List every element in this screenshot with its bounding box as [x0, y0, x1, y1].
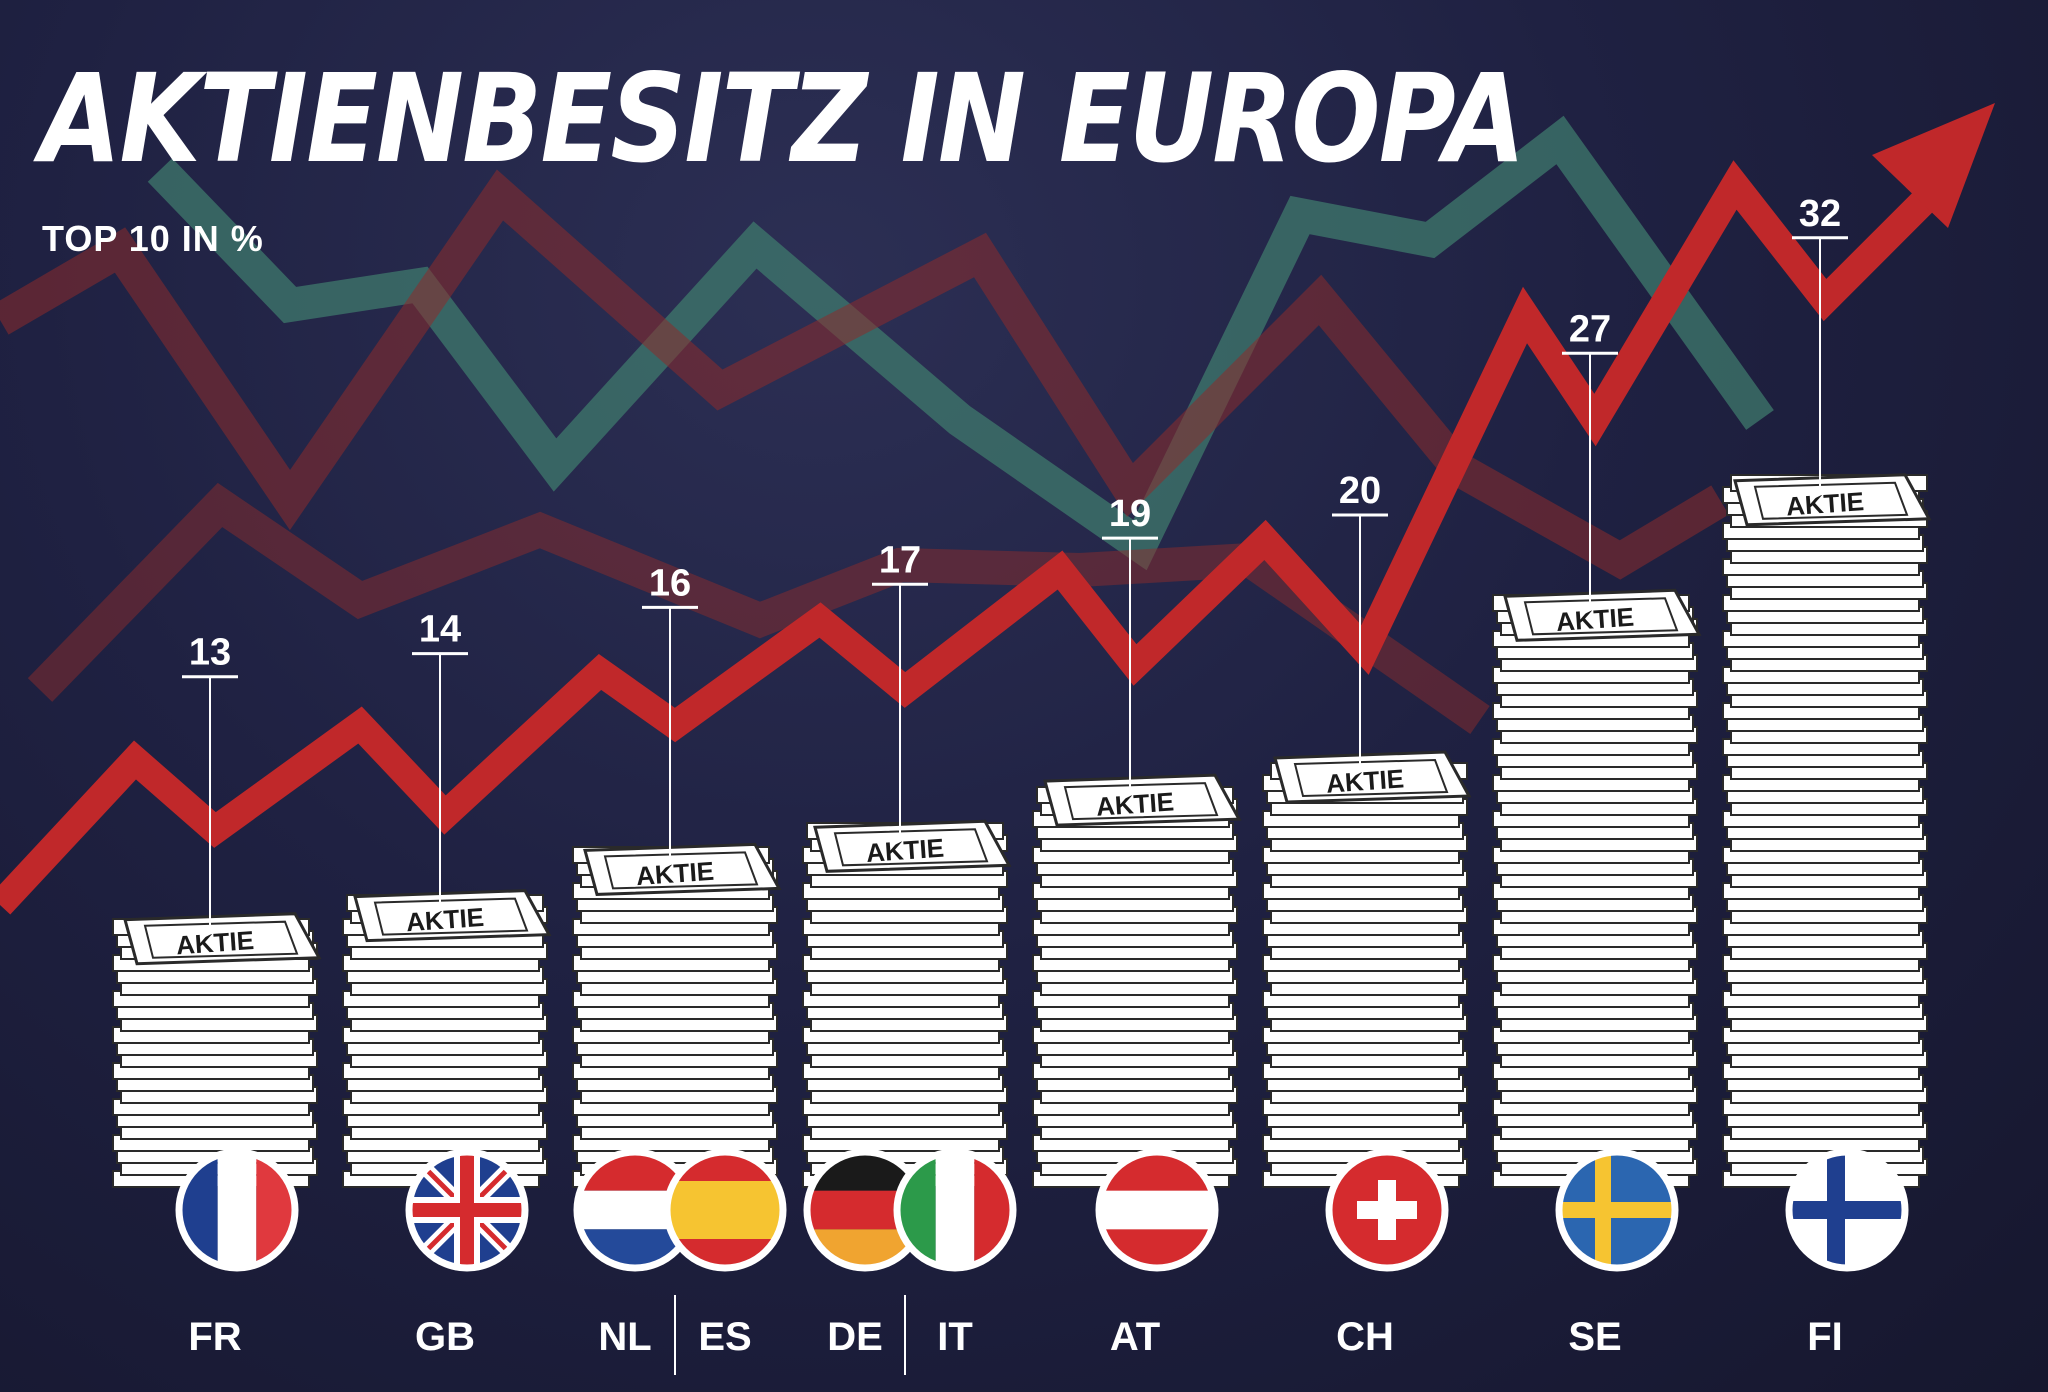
chart-subtitle: TOP 10 IN %	[42, 218, 264, 259]
bar-stack: AKTIE	[1262, 750, 1472, 1188]
category-label: ES	[698, 1315, 751, 1359]
category-label: NL	[598, 1315, 651, 1359]
category-label: FI	[1807, 1315, 1843, 1359]
france-flag-icon	[175, 1148, 299, 1272]
value-label: 19	[1109, 493, 1151, 535]
category-label: SE	[1568, 1315, 1621, 1359]
value-label: 32	[1799, 193, 1841, 235]
background-lines	[0, 115, 1774, 734]
value-label: 27	[1569, 308, 1611, 350]
label-layer: 13 14 16 17 19 20 27 32 FR GB NL ES DE IT AT CH SE FI	[182, 193, 1848, 1375]
category-label: IT	[937, 1315, 973, 1359]
background-line-3	[27, 482, 1490, 734]
trend-arrow-line	[0, 160, 1945, 915]
value-label: 20	[1339, 470, 1381, 512]
stack-label: AKTIE	[1555, 602, 1635, 637]
trend-arrow	[0, 103, 1995, 915]
category-label: FR	[188, 1315, 241, 1359]
bar-stack: AKTIE	[1722, 473, 1932, 1188]
bar-stack: AKTIE	[572, 842, 782, 1188]
value-label: 13	[189, 632, 231, 674]
flag-row	[175, 1148, 1909, 1272]
italy-flag-icon	[893, 1148, 1017, 1272]
category-label: GB	[415, 1315, 475, 1359]
value-label: 16	[649, 562, 691, 604]
chart-title: AKTIENBESITZ IN EUROPA	[40, 48, 1526, 190]
stack-label: AKTIE	[175, 925, 255, 960]
category-label: CH	[1336, 1315, 1394, 1359]
trend-arrow-head	[1872, 103, 1995, 228]
stack-label: AKTIE	[1785, 486, 1865, 521]
united-kingdom-flag-icon	[405, 1148, 529, 1272]
finland-flag-icon	[1785, 1148, 1909, 1272]
stack-label: AKTIE	[635, 856, 715, 891]
bar-stack: AKTIE	[1032, 773, 1242, 1188]
austria-flag-icon	[1095, 1148, 1219, 1272]
stack-label: AKTIE	[405, 902, 485, 937]
bar-stack: AKTIE	[342, 889, 552, 1188]
category-label: AT	[1110, 1315, 1160, 1359]
switzerland-flag-icon	[1325, 1148, 1449, 1272]
background-line-2	[0, 169, 1729, 580]
stack-label: AKTIE	[865, 833, 945, 868]
spain-flag-icon	[663, 1148, 787, 1272]
bar-stack: AKTIE	[1492, 588, 1702, 1188]
category-label: DE	[827, 1315, 883, 1359]
stack-label: AKTIE	[1095, 786, 1175, 821]
stack-label: AKTIE	[1325, 763, 1405, 798]
sweden-flag-icon	[1555, 1148, 1679, 1272]
bar-stack: AKTIE	[112, 912, 322, 1188]
background-line-1	[147, 115, 1774, 571]
value-label: 14	[419, 609, 461, 651]
bar-stack: AKTIE	[802, 819, 1012, 1188]
value-label: 17	[879, 539, 921, 581]
